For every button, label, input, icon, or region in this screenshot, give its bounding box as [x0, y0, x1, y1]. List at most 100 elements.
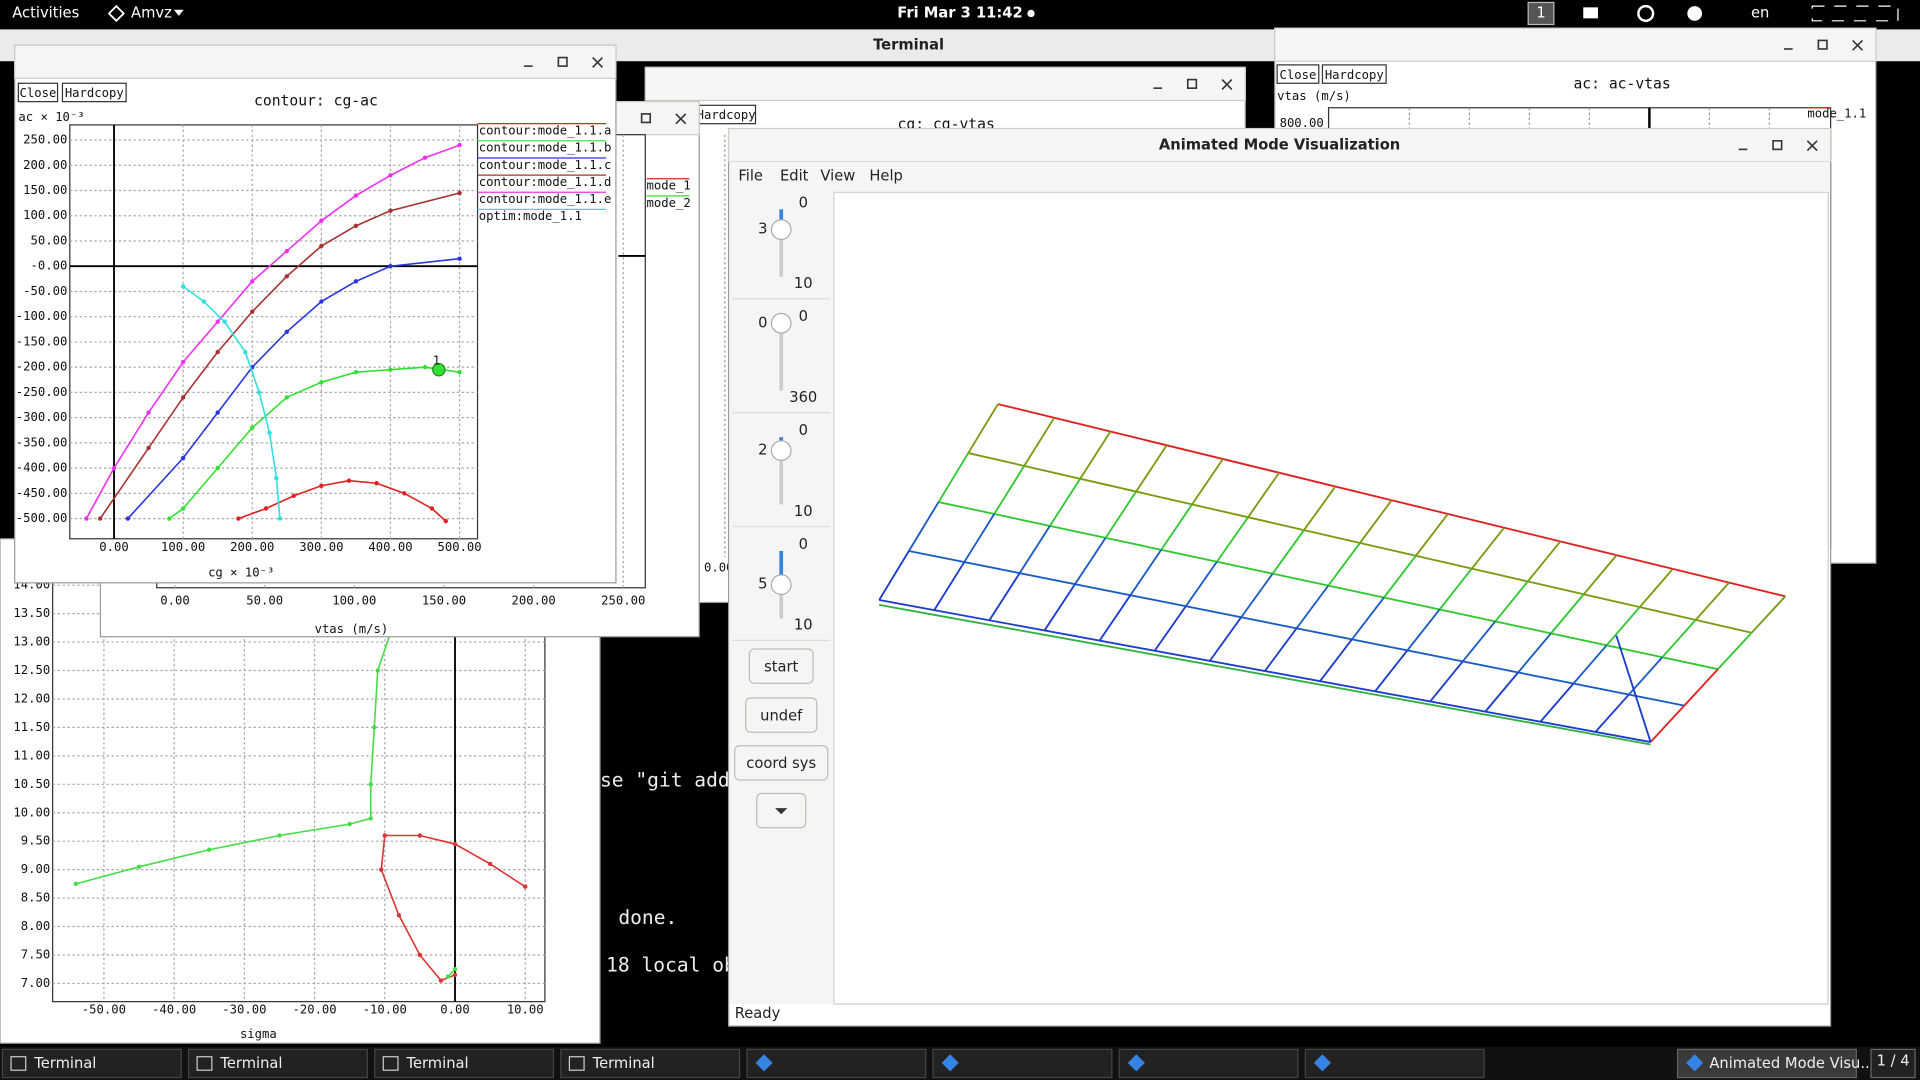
y-tick-label: -400.00 — [16, 461, 68, 475]
mesh-line — [1098, 594, 1132, 642]
close-button-label[interactable]: Close — [1280, 68, 1317, 82]
language-menu[interactable]: en — [1751, 4, 1769, 21]
maximize-button[interactable] — [1817, 39, 1828, 50]
mesh-line — [1319, 638, 1353, 682]
menu-item[interactable]: View — [820, 167, 855, 184]
y-tick-label: 8.50 — [21, 891, 50, 905]
close-button-bg[interactable] — [1276, 64, 1320, 84]
window-controls[interactable] — [524, 56, 604, 68]
close-button[interactable] — [1806, 140, 1818, 152]
clock[interactable]: Fri Mar 3 11:42 — [897, 4, 1022, 21]
y-tick-label: 10.50 — [13, 777, 50, 791]
pager[interactable] — [1870, 1048, 1916, 1079]
menu-item[interactable]: Help — [869, 167, 902, 184]
taskbar-item[interactable] — [932, 1048, 1113, 1079]
pager-label[interactable]: 1 / 4 — [1877, 1053, 1910, 1070]
hardcopy-button-bg[interactable] — [1321, 64, 1387, 84]
mesh-line — [1572, 644, 1608, 685]
data-point — [180, 284, 186, 289]
maximize-button[interactable] — [1186, 78, 1198, 89]
panel-button-label[interactable]: coord sys — [746, 755, 816, 772]
hardcopy-button-label[interactable]: Hardcopy — [1325, 68, 1384, 82]
panel-button-label[interactable]: start — [764, 658, 798, 675]
slider-knob[interactable] — [770, 219, 792, 240]
terminal-title: Terminal — [873, 36, 944, 53]
slider-knob[interactable] — [770, 574, 792, 596]
terminal-icon — [568, 1056, 585, 1071]
terminal-line: se "git add" — [600, 769, 741, 792]
window-controls[interactable] — [1784, 39, 1864, 51]
x-axis-label: vtas (m/s) — [315, 622, 389, 636]
panel-button[interactable]: undef — [745, 697, 818, 733]
taskbar-label[interactable]: Terminal — [592, 1055, 655, 1072]
mesh-line — [1527, 540, 1562, 582]
taskbar-label[interactable]: Terminal — [406, 1055, 469, 1072]
data-point — [250, 309, 255, 314]
slider-knob[interactable] — [770, 440, 792, 462]
hardcopy-button-label[interactable]: Hardcopy — [697, 108, 756, 122]
x-tick-label: -30.00 — [222, 1003, 266, 1017]
panel-button-bg[interactable] — [745, 697, 818, 733]
data-point — [402, 491, 407, 496]
data-point — [180, 455, 186, 461]
close-button-bg[interactable] — [17, 82, 59, 103]
window-controls[interactable] — [1738, 140, 1818, 152]
maximize-button[interactable] — [1772, 140, 1783, 151]
taskbar-item[interactable] — [1304, 1048, 1485, 1079]
slider-knob[interactable] — [770, 312, 792, 334]
panel-button[interactable]: coord sys — [734, 745, 829, 781]
menu-item[interactable]: Edit — [780, 167, 809, 184]
taskbar-item[interactable] — [560, 1048, 741, 1079]
terminal-icon — [382, 1056, 399, 1071]
panel-button-bg[interactable] — [748, 648, 814, 684]
hardcopy-button[interactable]: Hardcopy — [1321, 64, 1387, 84]
taskbar-item[interactable] — [746, 1048, 927, 1079]
mesh-line — [1374, 649, 1409, 692]
hardcopy-button-label[interactable]: Hardcopy — [65, 86, 124, 100]
taskbar-label[interactable]: Terminal — [33, 1055, 96, 1072]
hardcopy-button-bg[interactable] — [61, 82, 127, 103]
data-point — [111, 465, 117, 471]
maximize-button[interactable] — [640, 113, 651, 124]
panel-button[interactable]: start — [748, 648, 814, 684]
x-tick-label: 0.00 — [704, 561, 733, 575]
workspace-indicator[interactable]: 1 — [1536, 4, 1545, 21]
hardcopy-button[interactable]: Hardcopy — [61, 82, 127, 103]
mesh-line — [908, 501, 940, 552]
taskbar-label[interactable]: Animated Mode Visu... — [1709, 1055, 1874, 1072]
menu-item[interactable]: File — [738, 167, 763, 184]
app-menu[interactable]: Amvz — [131, 4, 172, 21]
close-button[interactable] — [1221, 79, 1233, 90]
plot-area — [52, 574, 546, 1003]
taskbar-item[interactable] — [1676, 1048, 1857, 1079]
close-button[interactable] — [1852, 39, 1864, 51]
workspace-box — [1527, 1, 1555, 26]
taskbar-item[interactable] — [374, 1048, 555, 1079]
close-button[interactable]: Close — [17, 82, 59, 103]
terminal-line: 18 local ob — [606, 954, 736, 977]
close-button-label[interactable]: Close — [20, 86, 57, 100]
system-icons — [1811, 5, 1899, 22]
taskbar-label[interactable]: Terminal — [219, 1055, 282, 1072]
at-icon — [1637, 4, 1655, 23]
activities-button[interactable]: Activities — [12, 4, 79, 21]
data-point — [353, 193, 359, 198]
close-button[interactable] — [592, 56, 604, 68]
maximize-button[interactable] — [557, 56, 568, 67]
close-button[interactable] — [675, 113, 687, 125]
panel-button-label[interactable]: undef — [760, 707, 803, 724]
legend-label: contour:mode_1.1.b — [479, 141, 612, 155]
data-point — [215, 319, 220, 324]
panel-button-bg[interactable] — [734, 745, 829, 781]
legend-label: optim:mode_1.1 — [479, 209, 582, 223]
data-point — [417, 952, 423, 958]
window-controls[interactable] — [1153, 78, 1233, 90]
taskbar-item[interactable] — [1118, 1048, 1299, 1079]
taskbar-item[interactable] — [1, 1048, 182, 1079]
close-button[interactable]: Close — [1276, 64, 1320, 84]
hardcopy-button[interactable]: Hardcopy — [696, 104, 757, 125]
data-point — [215, 349, 220, 355]
taskbar-item[interactable] — [187, 1048, 368, 1079]
data-point — [236, 516, 241, 521]
